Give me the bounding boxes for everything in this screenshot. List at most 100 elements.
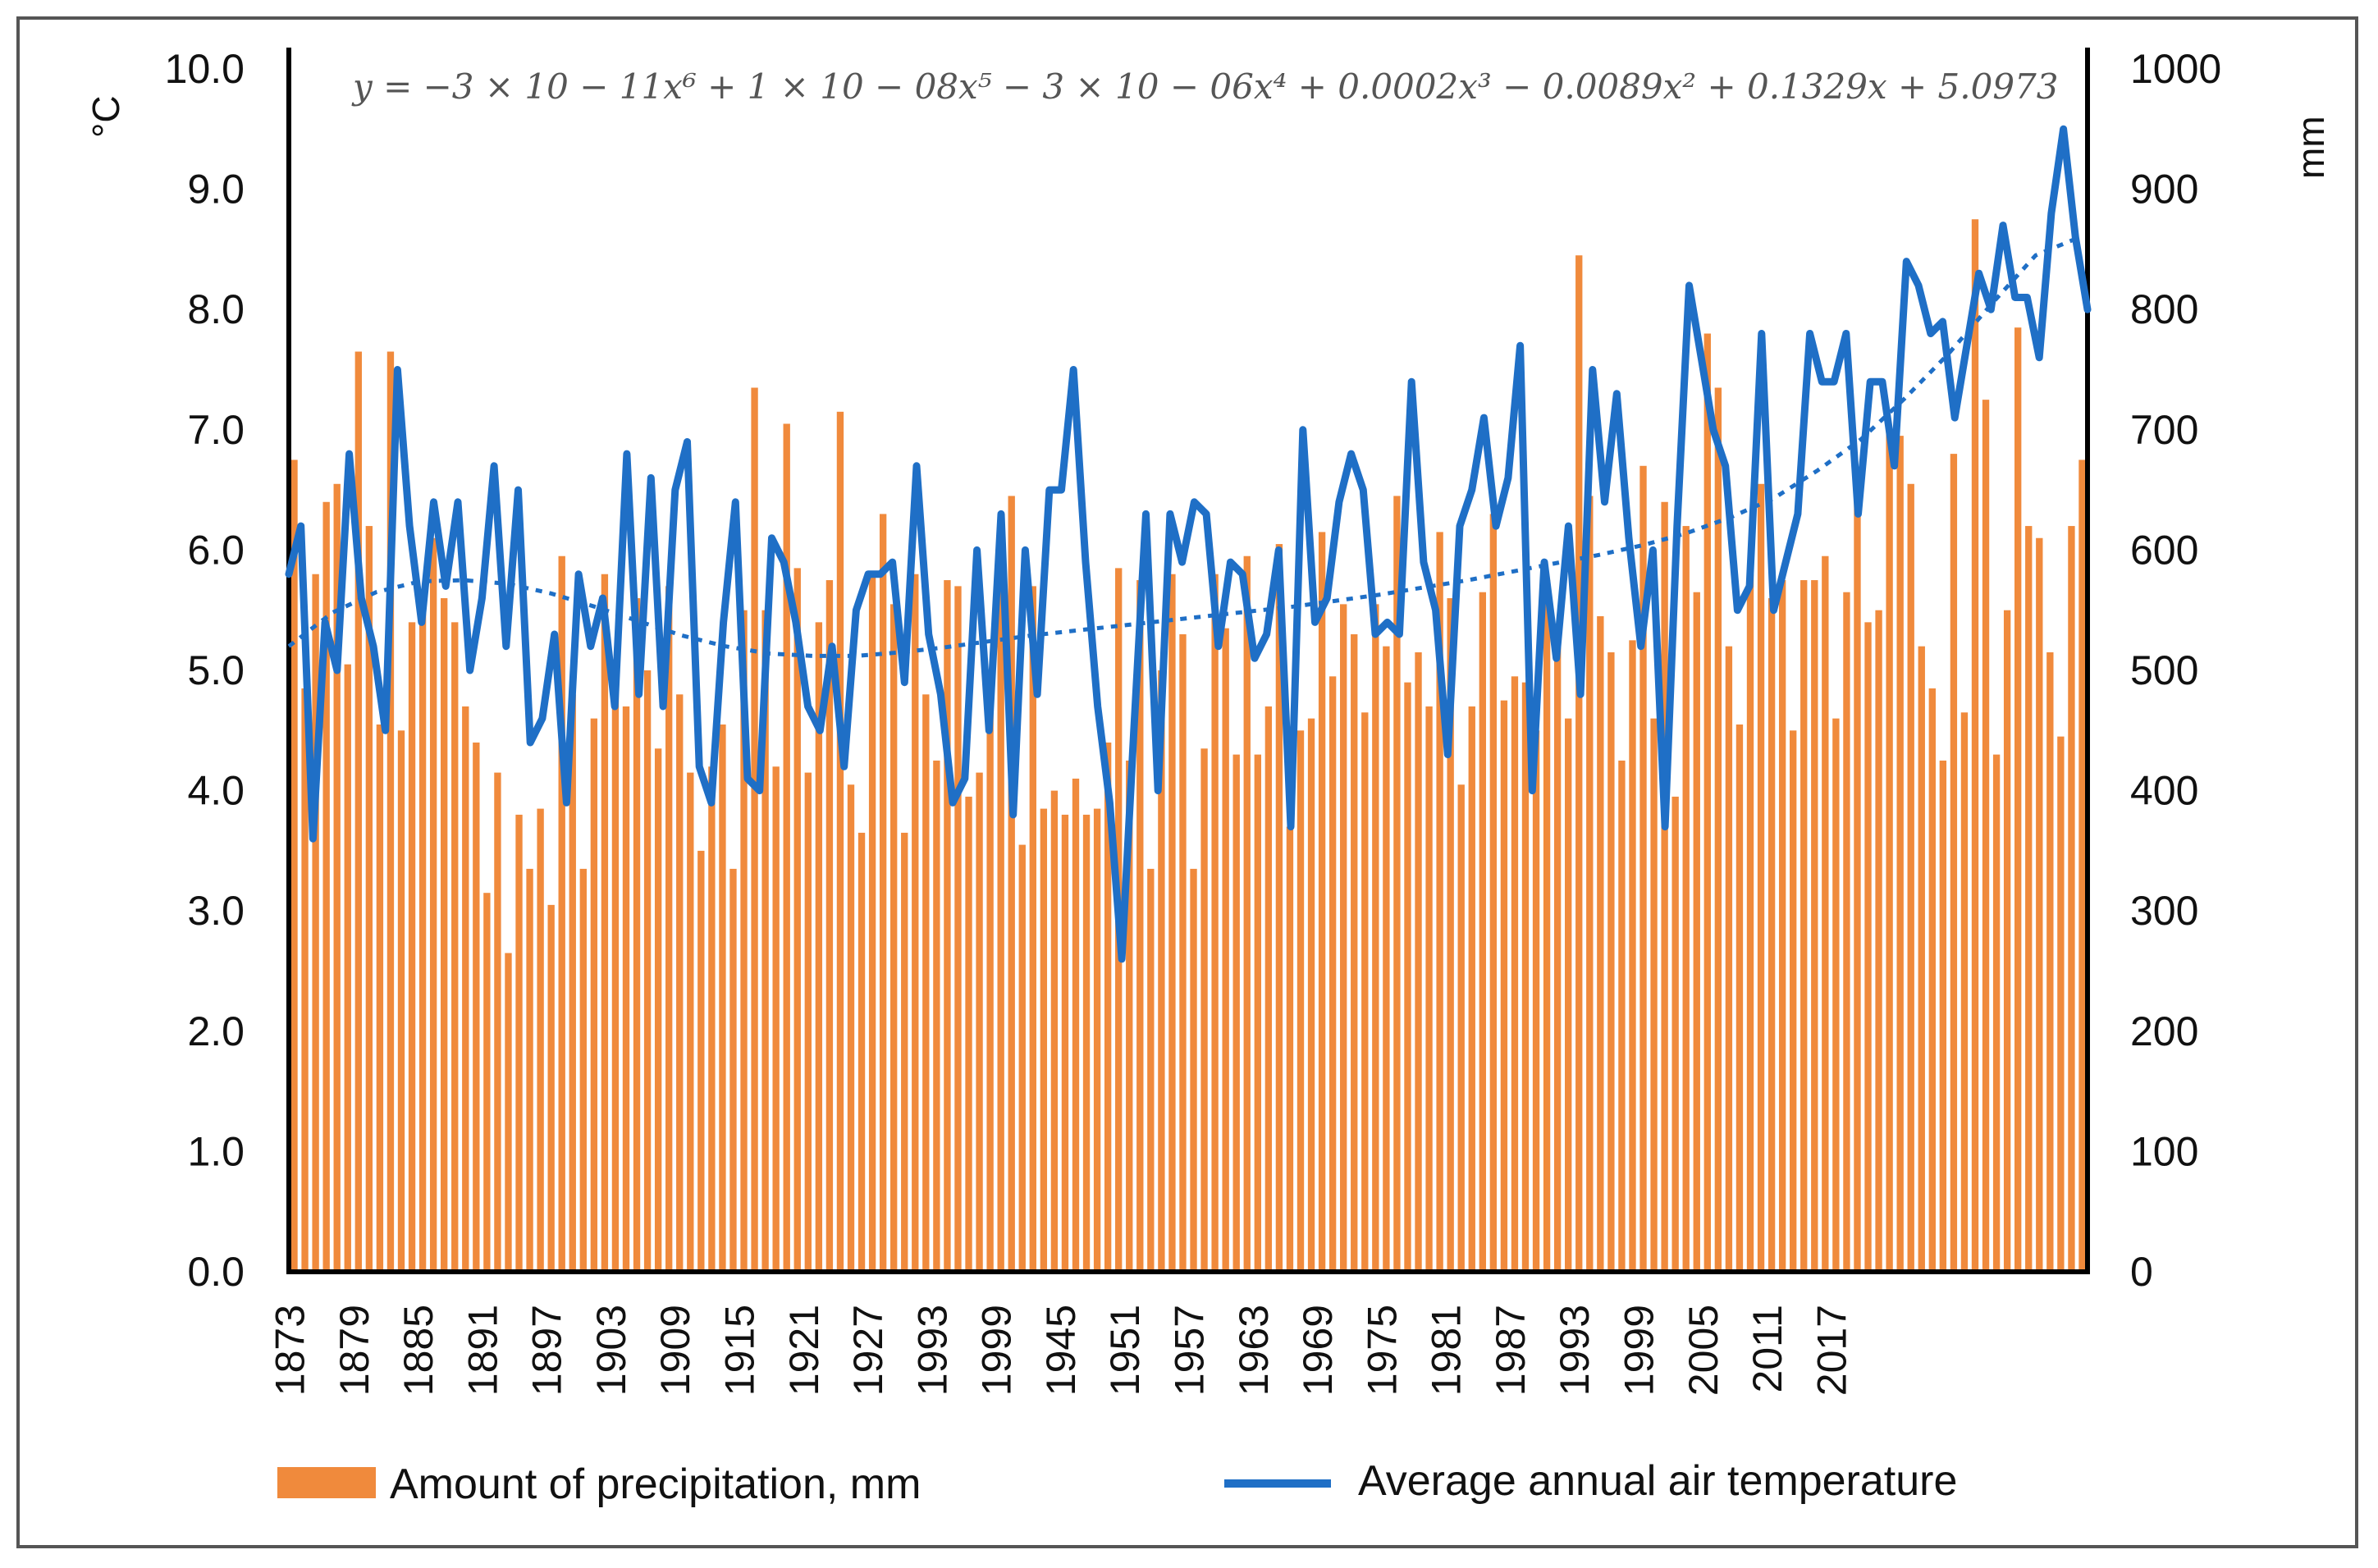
legend-label-precipitation: Amount of precipitation, mm: [390, 1461, 921, 1508]
right-tick-label: 300: [2130, 888, 2198, 934]
precip-bar: [1725, 646, 1733, 1272]
precip-bar: [1565, 718, 1572, 1272]
precip-bar: [2025, 526, 2033, 1272]
precip-bar: [1543, 580, 1551, 1272]
precip-bar: [1597, 616, 1604, 1272]
precip-bar: [1168, 574, 1176, 1272]
x-tick-label: 1879: [332, 1305, 377, 1396]
temperature-line: [285, 125, 2092, 963]
precip-bar: [1757, 483, 1765, 1272]
precip-bar: [633, 598, 641, 1272]
precip-bar: [1104, 742, 1112, 1272]
precip-bar: [473, 742, 480, 1272]
precip-bar: [2046, 652, 2054, 1272]
precip-bar: [365, 526, 373, 1272]
precip-bar: [547, 904, 555, 1272]
precip-bar: [1875, 610, 1882, 1272]
precip-bar: [708, 766, 716, 1272]
precip-bar: [1447, 598, 1454, 1272]
precip-bar: [697, 850, 705, 1272]
x-tick-label: 1951: [1102, 1305, 1148, 1396]
precip-bar: [772, 766, 780, 1272]
x-tick-label: 1897: [524, 1305, 570, 1396]
precip-bar: [569, 694, 576, 1272]
precip-bar: [386, 351, 395, 1272]
right-tick-label: 900: [2130, 167, 2198, 213]
precip-bar: [1372, 604, 1379, 1272]
left-tick-label: 4.0: [187, 768, 245, 814]
x-tick-label: 1909: [652, 1305, 698, 1396]
x-tick-label: 1885: [396, 1305, 441, 1396]
precip-bar: [2003, 610, 2011, 1272]
precip-bar: [558, 555, 565, 1272]
precip-bar: [376, 724, 384, 1272]
precip-bar: [1864, 622, 1872, 1272]
precip-bar: [1886, 429, 1893, 1272]
precip-bar: [1383, 646, 1390, 1272]
precip-bar: [1404, 682, 1411, 1272]
precip-bar: [344, 664, 351, 1272]
precip-bar: [354, 351, 362, 1272]
precip-bar: [483, 893, 491, 1272]
right-tick-label: 600: [2130, 527, 2198, 573]
precip-bar: [729, 868, 737, 1272]
precip-bar: [1907, 483, 1914, 1272]
left-tick-label: 8.0: [187, 286, 245, 332]
legend-label-temperature: Average annual air temperature: [1358, 1457, 1957, 1505]
precip-bar: [590, 718, 598, 1272]
precip-bar: [901, 832, 908, 1272]
precip-bar: [301, 688, 309, 1272]
precip-bar: [825, 580, 834, 1272]
precip-bar: [643, 670, 652, 1272]
precip-bar: [1457, 784, 1465, 1272]
precip-bar: [408, 622, 416, 1272]
precip-bar: [761, 610, 769, 1272]
precip-bar: [1040, 808, 1048, 1272]
precip-bar: [1307, 718, 1315, 1272]
precip-bar: [505, 953, 512, 1272]
precip-bar: [857, 832, 866, 1272]
precip-bar: [986, 688, 994, 1272]
precip-bar: [1832, 718, 1840, 1272]
precip-bar: [1811, 580, 1818, 1272]
precip-bar: [751, 387, 758, 1272]
precip-bar: [687, 772, 694, 1272]
left-tick-label: 10.0: [165, 46, 245, 92]
precip-bar: [1318, 532, 1326, 1272]
x-tick-label: 1981: [1424, 1305, 1470, 1396]
precip-bar: [1061, 814, 1069, 1272]
precip-bar: [2057, 736, 2065, 1272]
trend-line: [287, 235, 2080, 658]
left-tick-label: 0.0: [187, 1249, 245, 1295]
left-tick-label: 2.0: [187, 1008, 245, 1054]
precip-bar: [1328, 676, 1337, 1272]
plot-axes: [286, 48, 2090, 1274]
precip-bar: [1800, 580, 1808, 1272]
precip-bar: [1264, 706, 1273, 1272]
precip-bar: [890, 604, 898, 1272]
precip-bar: [1778, 580, 1786, 1272]
x-tick-label: 1999: [1617, 1305, 1662, 1396]
precip-bar: [1222, 628, 1229, 1272]
precip-bar: [1082, 814, 1091, 1272]
right-tick-label: 0: [2130, 1249, 2153, 1295]
right-axis-ticks: 0 100 200 300 400 500 600 700 800 900 1000: [2130, 46, 2221, 1295]
precip-bar: [397, 730, 405, 1272]
precip-bar: [1393, 496, 1401, 1272]
precip-bar: [622, 706, 630, 1272]
precip-bar: [879, 514, 887, 1272]
precip-bar: [441, 598, 448, 1272]
precip-bar: [933, 760, 940, 1272]
precip-bar: [579, 868, 587, 1272]
precip-bar: [1093, 808, 1101, 1272]
precip-bar: [1190, 868, 1197, 1272]
right-tick-label: 800: [2130, 286, 2198, 332]
precip-bar: [815, 622, 823, 1272]
precip-bar: [1586, 496, 1594, 1272]
precip-bar: [290, 459, 298, 1272]
precip-bar: [1147, 868, 1155, 1272]
right-tick-label: 700: [2130, 407, 2198, 453]
legend-swatch-precipitation: [277, 1467, 376, 1498]
precip-bar: [676, 694, 684, 1272]
